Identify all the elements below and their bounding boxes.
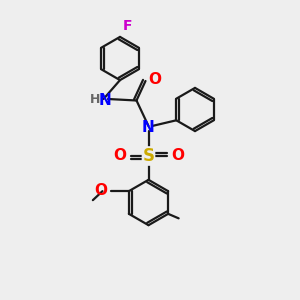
Text: O: O — [148, 72, 161, 87]
Text: N: N — [99, 93, 111, 108]
Text: N: N — [142, 120, 154, 135]
Text: O: O — [113, 148, 126, 164]
Text: S: S — [142, 147, 154, 165]
Text: O: O — [94, 183, 107, 198]
Text: F: F — [122, 19, 132, 33]
Text: O: O — [171, 148, 184, 164]
Text: H: H — [90, 93, 100, 106]
